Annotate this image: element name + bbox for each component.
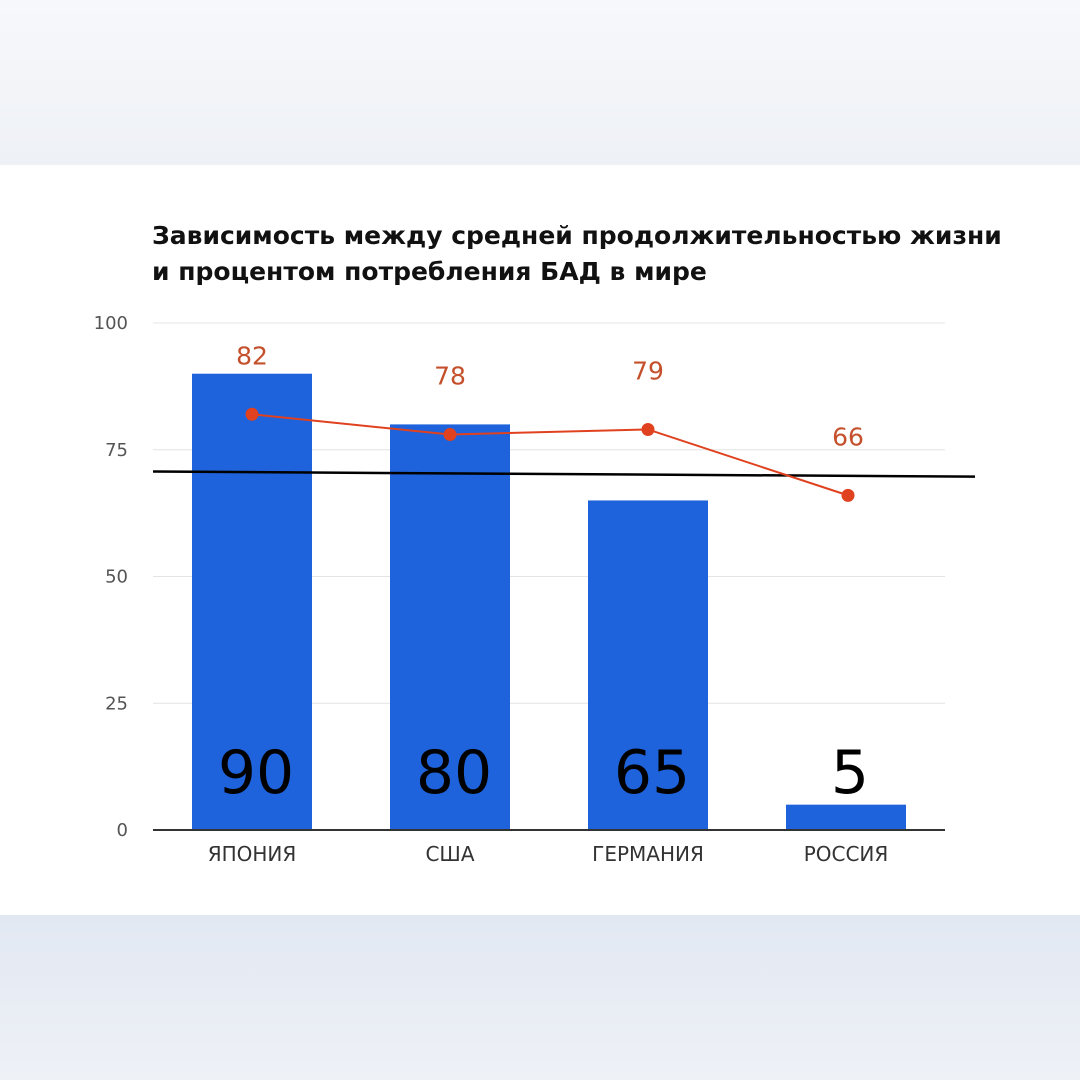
- category-label-4: РОССИЯ: [804, 842, 889, 866]
- line-value-label-4: 66: [832, 422, 864, 451]
- chart-card: [0, 165, 1080, 915]
- category-label-3: ГЕРМАНИЯ: [592, 842, 704, 866]
- bar-value-label-1: 90: [218, 738, 294, 808]
- y-tick-label-100: 100: [94, 313, 128, 334]
- bar-4: [786, 804, 906, 830]
- bars: [192, 373, 906, 830]
- reference-line-group: [152, 470, 976, 478]
- chart-title-line-1: Зависимость между средней продолжительно…: [152, 221, 1002, 250]
- line-point-4: [841, 488, 855, 502]
- y-axis-ticks: 0 25 50 75 100: [94, 313, 128, 841]
- category-label-1: ЯПОНИЯ: [208, 842, 297, 866]
- line-point-3: [641, 422, 655, 436]
- bar-value-label-2: 80: [416, 738, 492, 808]
- line-value-label-3: 79: [632, 356, 664, 385]
- line-value-labels: 82 78 79 66: [236, 341, 864, 451]
- bar-1: [192, 373, 312, 830]
- category-labels: ЯПОНИЯ США ГЕРМАНИЯ РОССИЯ: [208, 842, 889, 866]
- bar-value-label-4: 5: [831, 738, 869, 808]
- bar-value-labels: 90 80 65 5: [218, 738, 869, 808]
- line-point-1: [245, 407, 259, 421]
- y-tick-label-0: 0: [117, 820, 128, 841]
- blurred-background-bottom: [0, 915, 1080, 1080]
- chart-title-line-2: и процентом потребления БАД в мире: [152, 257, 707, 286]
- line-value-label-1: 82: [236, 341, 268, 370]
- reference-line: [152, 470, 976, 478]
- bar-value-label-3: 65: [614, 738, 690, 808]
- category-label-2: США: [425, 842, 474, 866]
- y-tick-label-25: 25: [105, 693, 128, 714]
- line-value-label-2: 78: [434, 362, 466, 391]
- bar-2: [390, 424, 510, 830]
- chart-title: Зависимость между средней продолжительно…: [152, 218, 1002, 290]
- blurred-background-top: [0, 0, 1080, 165]
- line-point-2: [443, 428, 457, 442]
- line-series-path: [251, 413, 849, 497]
- life-expectancy-line: [245, 407, 855, 502]
- y-tick-label-50: 50: [105, 567, 128, 588]
- bar-3: [588, 500, 708, 830]
- y-tick-label-75: 75: [105, 440, 128, 461]
